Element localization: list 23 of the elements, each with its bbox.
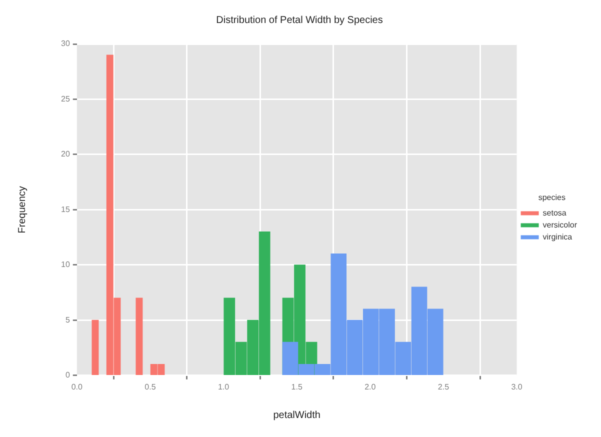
y-tick-label: 10 (60, 260, 70, 270)
x-tick-label: 3.0 (511, 382, 523, 392)
x-tick-label: 2.5 (438, 382, 450, 392)
chart-title: Distribution of Petal Width by Species (216, 14, 383, 26)
x-tick-label: 0.5 (144, 382, 156, 392)
legend-title: species (538, 192, 566, 202)
y-tick-label: 0 (65, 370, 70, 380)
bar (136, 298, 143, 375)
x-tick-label: 1.5 (291, 382, 303, 392)
y-tick-label: 5 (65, 315, 70, 324)
y-tick-label: 15 (60, 204, 70, 214)
x-tick-label: 0.0 (71, 382, 84, 392)
y-axis-title: Frequency (16, 186, 28, 234)
x-tick-label: 2.0 (364, 382, 376, 392)
legend-label: virginica (542, 232, 573, 242)
y-tick-label: 30 (60, 39, 70, 48)
legend-label: versicolor (542, 220, 578, 230)
y-tick-label: 25 (60, 94, 70, 104)
bar (92, 320, 99, 375)
x-tick-label: 1.0 (218, 382, 230, 392)
x-axis-title: petalWidth (273, 410, 320, 421)
legend-label: setosa (542, 208, 567, 218)
y-tick-label: 20 (60, 150, 70, 159)
